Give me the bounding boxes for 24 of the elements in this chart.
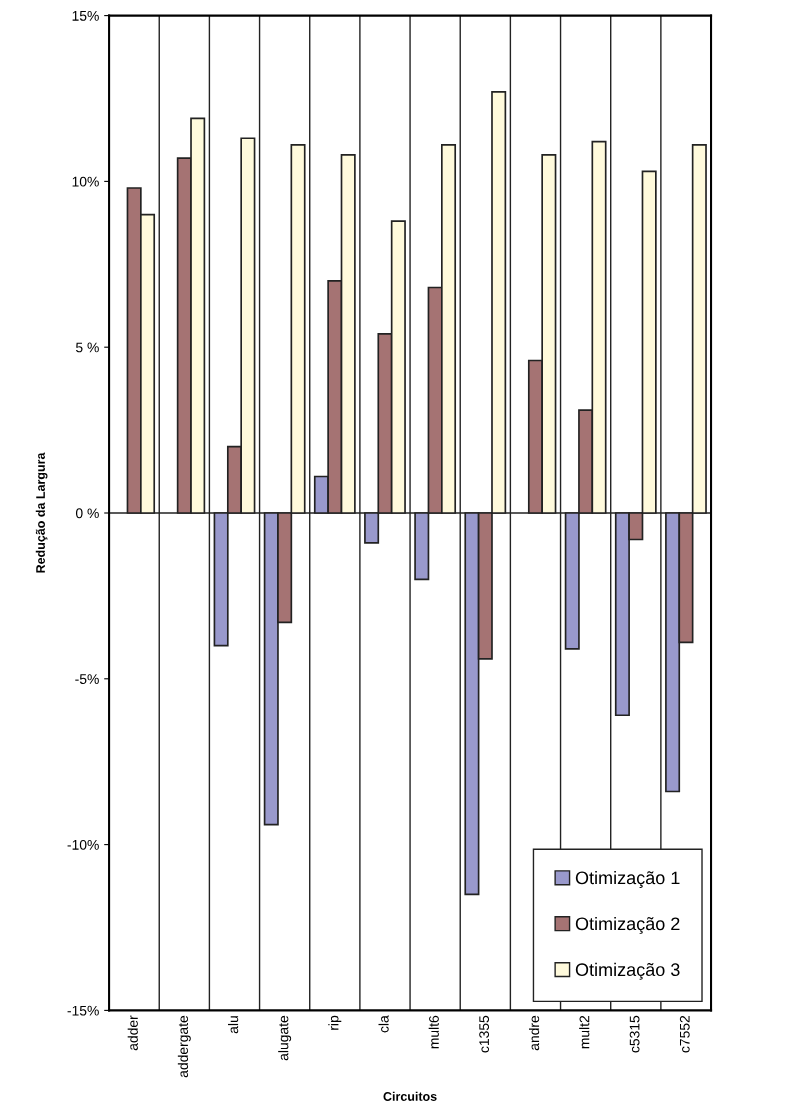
x-tick-label: addergate [177,1015,191,1078]
x-tick-label: c5315 [629,1015,640,1053]
y-tick-label: -15% [67,1005,99,1016]
legend-label: Otimização 2 [575,916,680,934]
x-tick-label: mult6 [428,1015,439,1049]
y-tick-label: 0 % [75,508,99,519]
y-tick-label: 15% [72,10,99,21]
legend-label: Otimização 3 [575,962,680,980]
x-tick-label: rip [328,1015,342,1030]
y-tick-label: -10% [67,839,99,850]
y-tick-label: -5% [75,674,99,684]
x-tick-label: c1355 [479,1015,490,1053]
x-tick-label: alu [228,1016,239,1034]
x-tick-label: adder [127,1015,138,1051]
y-tick-label: 5 % [75,342,99,353]
x-axis-title: Circuitos [383,1091,437,1101]
x-tick-label: andre [528,1015,540,1051]
y-axis-title: Redução da Largura [35,452,48,573]
x-tick-label: alugate [278,1015,292,1061]
y-tick-label: 10% [72,176,99,187]
x-tick-label: cla [378,1015,389,1033]
x-tick-label: c7552 [679,1015,690,1053]
x-tick-label: mult2 [579,1015,590,1049]
legend-label: Otimização 1 [575,871,680,888]
